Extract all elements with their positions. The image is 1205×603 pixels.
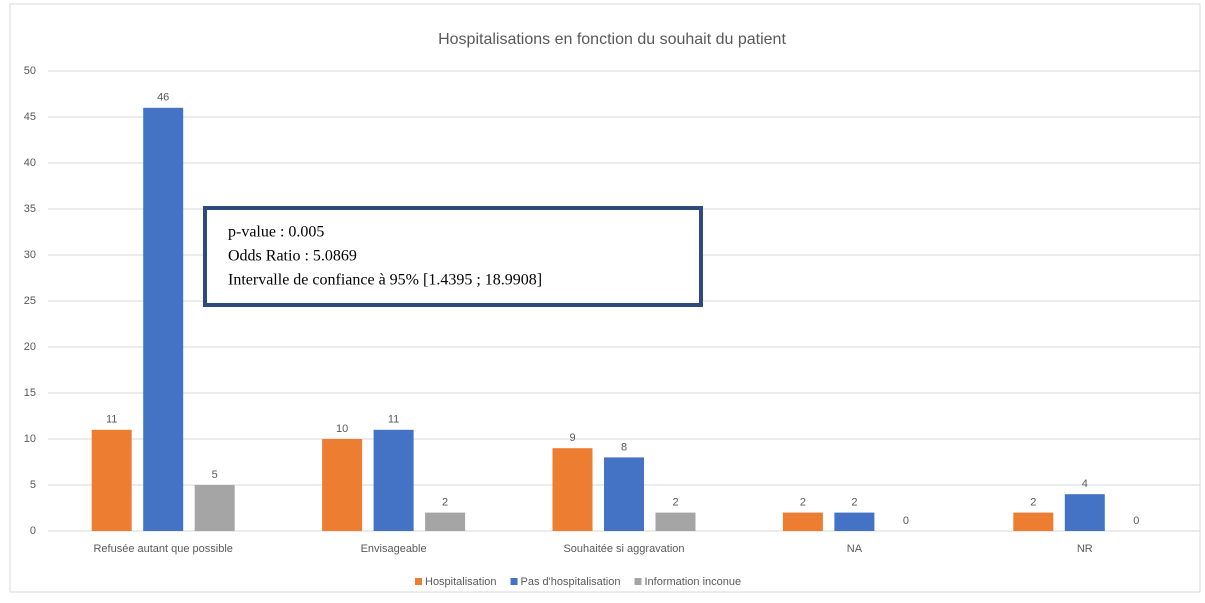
y-tick-label: 0 <box>30 525 36 537</box>
y-tick-label: 50 <box>24 65 36 77</box>
x-tick-label: Refusée autant que possible <box>93 543 232 555</box>
bar <box>425 512 466 531</box>
x-tick-label: NR <box>1077 543 1093 555</box>
annotation: p-value : 0.005 <box>228 224 324 241</box>
bar <box>1064 494 1105 531</box>
value-label: 8 <box>621 441 627 453</box>
value-label: 0 <box>1133 515 1139 527</box>
value-label: 2 <box>800 497 806 509</box>
y-tick-label: 25 <box>24 295 36 307</box>
legend-label: Hospitalisation <box>425 576 497 588</box>
bar <box>194 485 235 531</box>
bar <box>322 439 363 531</box>
y-tick-label: 35 <box>24 203 36 215</box>
annotation: Odds Ratio : 5.0869 <box>228 248 357 265</box>
value-label: 10 <box>336 423 348 435</box>
value-label: 2 <box>672 497 678 509</box>
y-tick-label: 15 <box>24 387 36 399</box>
x-tick-label: Envisageable <box>361 543 427 555</box>
y-tick-label: 20 <box>24 341 36 353</box>
bar <box>782 512 823 531</box>
y-tick-label: 40 <box>24 157 36 169</box>
bar <box>552 448 593 531</box>
bar <box>373 429 414 531</box>
chart-title: Hospitalisations en fonction du souhait … <box>438 31 786 48</box>
x-tick-label: NA <box>847 543 863 555</box>
legend-label: Pas d'hospitalisation <box>521 576 621 588</box>
bar <box>91 429 132 531</box>
value-label: 5 <box>212 469 218 481</box>
x-tick-label: Souhaitée si aggravation <box>563 543 684 555</box>
bar <box>1013 512 1054 531</box>
value-label: 9 <box>569 432 575 444</box>
annotation: Intervalle de confiance à 95% [1.4395 ; … <box>228 272 542 289</box>
y-tick-label: 45 <box>24 111 36 123</box>
y-tick-label: 10 <box>24 433 36 445</box>
legend-swatch <box>510 578 518 585</box>
legend-label: Information inconue <box>645 576 742 588</box>
value-label: 11 <box>106 414 117 426</box>
legend-swatch <box>415 578 422 585</box>
annotation-box <box>203 206 703 307</box>
legend-swatch <box>634 578 642 585</box>
y-tick-label: 30 <box>24 249 36 261</box>
value-label: 46 <box>157 92 169 104</box>
bar <box>604 457 644 531</box>
value-label: 2 <box>1030 497 1036 509</box>
y-tick-label: 5 <box>30 479 36 491</box>
value-label: 0 <box>903 515 909 527</box>
value-label: 4 <box>1082 478 1088 490</box>
value-label: 11 <box>388 414 399 426</box>
bar <box>655 512 696 531</box>
bar <box>834 512 875 531</box>
value-label: 2 <box>442 497 448 509</box>
bar <box>143 107 184 532</box>
value-label: 2 <box>851 497 857 509</box>
